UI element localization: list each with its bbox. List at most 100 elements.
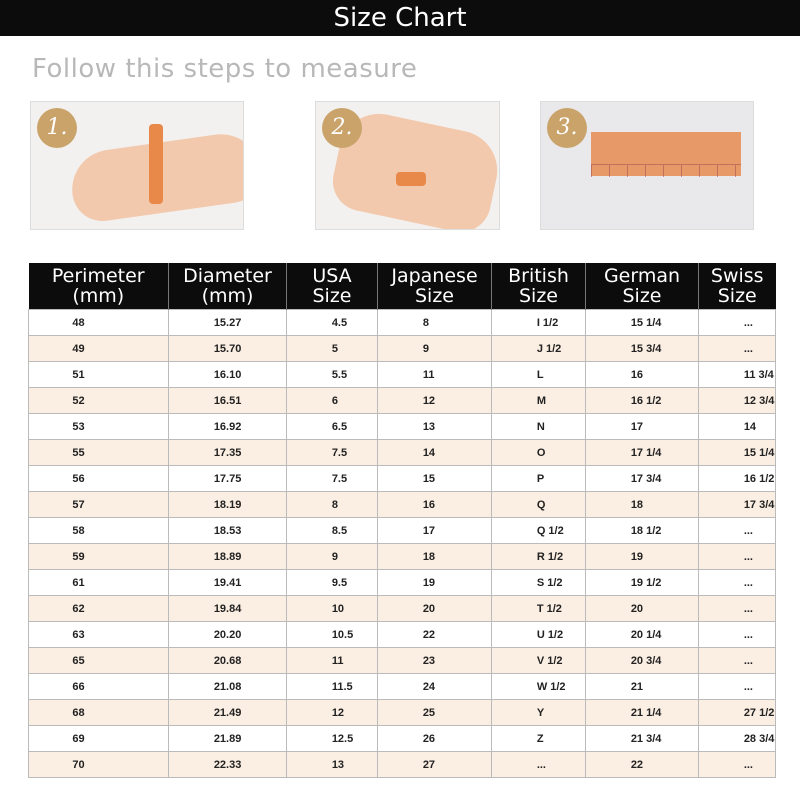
table-cell: 28 3/4: [698, 725, 776, 752]
table-cell: 18: [585, 491, 699, 518]
table-cell: 11.5: [286, 673, 378, 700]
step-badge: 1.: [37, 108, 77, 148]
table-cell: 27 1/2: [698, 699, 776, 726]
table-row: 56 17.75 7.5 15 P 17 3/4 16 1/2: [28, 465, 776, 492]
step-2-image: 2.: [315, 101, 500, 230]
table-cell: Q: [491, 491, 586, 518]
table-cell: 6: [286, 387, 378, 414]
column-header-line: Size: [414, 285, 454, 307]
table-cell: 11: [286, 647, 378, 674]
table-row: 58 18.53 8.5 17 Q 1/2 18 1/2...: [28, 517, 776, 544]
table-cell: 16 1/2: [585, 387, 699, 414]
table-cell: 17 1/4: [585, 439, 699, 466]
table-cell: ...: [698, 335, 776, 362]
table-cell: 14: [377, 439, 492, 466]
table-cell: W 1/2: [491, 673, 586, 700]
table-cell: 12: [377, 387, 492, 414]
column-header-line: Diameter: [183, 265, 272, 287]
table-cell: 13: [286, 751, 378, 778]
table-row: 59 18.89 9 18 R 1/2 19...: [28, 543, 776, 570]
table-row: 70 22.33 13 27... 22...: [28, 751, 776, 778]
table-row: 63 20.20 10.5 22 U 1/2 20 1/4...: [28, 621, 776, 648]
table-cell: 61: [28, 569, 169, 596]
table-cell: 22: [585, 751, 699, 778]
table-cell: 5: [286, 335, 378, 362]
table-cell: 51: [28, 361, 169, 388]
table-cell: 56: [28, 465, 169, 492]
table-cell: 62: [28, 595, 169, 622]
column-header-line: (mm): [72, 285, 125, 307]
table-row: 49 15.70 5 9 J 1/2 15 3/4...: [28, 335, 776, 362]
table-cell: 21: [585, 673, 699, 700]
column-header: Swiss Size: [698, 263, 776, 310]
table-cell: J 1/2: [491, 335, 586, 362]
table-cell: 8: [377, 309, 492, 336]
table-row: 52 16.51 6 12 M 16 1/2 12 3/4: [28, 387, 776, 414]
table-cell: ...: [698, 517, 776, 544]
step-1-image: 1.: [30, 101, 244, 230]
column-header: German Size: [585, 263, 699, 310]
table-cell: 21 1/4: [585, 699, 699, 726]
table-cell: 7.5: [286, 465, 378, 492]
table-cell: 20 3/4: [585, 647, 699, 674]
table-cell: 17: [377, 517, 492, 544]
table-cell: 55: [28, 439, 169, 466]
table-row: 68 21.49 12 25 Y 21 1/4 27 1/2: [28, 699, 776, 726]
table-cell: 14: [698, 413, 776, 440]
table-cell: 68: [28, 699, 169, 726]
column-header: Perimeter (mm): [28, 263, 169, 310]
table-cell: 16: [377, 491, 492, 518]
table-cell: 48: [28, 309, 169, 336]
table-cell: 17: [585, 413, 699, 440]
table-cell: 11: [377, 361, 492, 388]
table-cell: 16: [585, 361, 699, 388]
table-cell: O: [491, 439, 586, 466]
table-cell: L: [491, 361, 586, 388]
table-cell: 4.5: [286, 309, 378, 336]
table-cell: 53: [28, 413, 169, 440]
table-cell: 16.51: [168, 387, 287, 414]
table-cell: ...: [698, 751, 776, 778]
table-cell: 59: [28, 543, 169, 570]
table-cell: 22: [377, 621, 492, 648]
table-cell: 52: [28, 387, 169, 414]
table-row: 53 16.92 6.5 13 N 17 14: [28, 413, 776, 440]
column-header-line: Perimeter: [51, 265, 145, 287]
column-header-line: (mm): [201, 285, 254, 307]
column-header-line: Size: [717, 285, 757, 307]
table-cell: 26: [377, 725, 492, 752]
page-title: Size Chart: [0, 0, 800, 36]
table-cell: 9: [286, 543, 378, 570]
table-cell: 70: [28, 751, 169, 778]
table-cell: ...: [491, 751, 586, 778]
table-cell: 9.5: [286, 569, 378, 596]
table-cell: 12.5: [286, 725, 378, 752]
table-cell: 15 3/4: [585, 335, 699, 362]
table-cell: T 1/2: [491, 595, 586, 622]
measuring-strip: [396, 172, 426, 186]
table-cell: ...: [698, 647, 776, 674]
table-cell: N: [491, 413, 586, 440]
table-cell: Q 1/2: [491, 517, 586, 544]
table-cell: 10.5: [286, 621, 378, 648]
table-cell: 11 3/4: [698, 361, 776, 388]
table-cell: S 1/2: [491, 569, 586, 596]
column-header-line: Size: [312, 285, 352, 307]
table-cell: 25: [377, 699, 492, 726]
column-header-line: Size: [518, 285, 558, 307]
table-cell: 10: [286, 595, 378, 622]
column-header-line: British: [508, 265, 569, 287]
table-cell: 20: [585, 595, 699, 622]
table-cell: 63: [28, 621, 169, 648]
table-row: 62 19.84 10 20 T 1/2 20...: [28, 595, 776, 622]
table-cell: U 1/2: [491, 621, 586, 648]
table-cell: 15.70: [168, 335, 287, 362]
table-cell: V 1/2: [491, 647, 586, 674]
table-cell: 20: [377, 595, 492, 622]
table-cell: 6.5: [286, 413, 378, 440]
table-cell: 5.5: [286, 361, 378, 388]
table-cell: 18.89: [168, 543, 287, 570]
column-header: British Size: [491, 263, 586, 310]
table-cell: 21.89: [168, 725, 287, 752]
table-row: 65 20.68 11 23 V 1/2 20 3/4...: [28, 647, 776, 674]
